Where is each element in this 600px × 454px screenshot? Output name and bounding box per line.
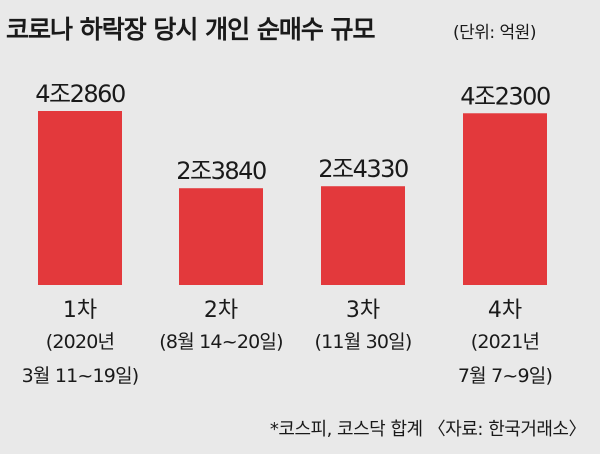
bar-3: [321, 186, 405, 285]
period-label-1-1: (2020년: [46, 331, 114, 353]
bar-value-label-4: 4조2300: [460, 82, 550, 110]
category-label-2: 2차: [204, 298, 238, 323]
category-label-3: 3차: [346, 298, 380, 323]
bar-value-label-2: 2조3840: [176, 157, 266, 185]
period-label-2-1: (8월 14~20일): [159, 331, 282, 353]
bar-1: [38, 111, 122, 285]
period-label-1-2: 3월 11~19일): [22, 365, 139, 387]
bar-value-label-1: 4조2860: [35, 80, 125, 108]
category-label-1: 1차: [63, 298, 97, 323]
unit-label: (단위: 억원): [453, 23, 536, 43]
category-label-4: 4차: [488, 298, 522, 323]
source-footnote: *코스피, 코스닥 합계 〈자료: 한국거래소〉: [269, 419, 587, 440]
period-label-4-2: 7월 7~9일): [458, 365, 552, 387]
chart-title: 코로나 하락장 당시 개인 순매수 규모: [6, 15, 376, 44]
bar-value-label-3: 2조4330: [318, 155, 408, 183]
bar-4: [463, 113, 547, 286]
bar-2: [179, 188, 263, 285]
period-label-3-1: (11월 30일): [315, 331, 412, 353]
period-label-4-1: (2021년: [471, 331, 539, 353]
